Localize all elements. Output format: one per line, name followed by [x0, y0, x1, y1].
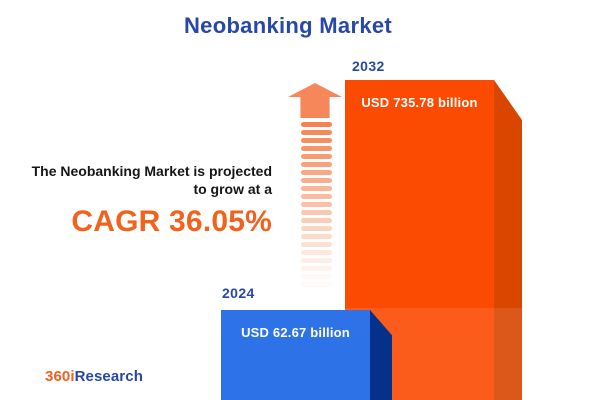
growth-arrow-icon	[288, 83, 342, 118]
bar-2024-side-face	[370, 310, 392, 400]
page-title: Neobanking Market	[183, 13, 393, 38]
growth-arrow-stripes	[301, 122, 332, 290]
intro-text-line1: The Neobanking Market is projected	[31, 163, 272, 179]
brand-logo: 360iResearch	[45, 368, 143, 385]
bar-value-2024: USD 62.67 billion	[241, 325, 350, 340]
brand-logo-prefix: 360i	[45, 368, 75, 385]
bar-2032-side-face	[494, 80, 522, 400]
intro-text: The Neobanking Market is projected to gr…	[0, 162, 272, 239]
cagr-value: CAGR 36.05%	[71, 204, 272, 238]
intro-text-line2: to grow at a	[193, 181, 272, 198]
bar-year-label-2024: 2024	[222, 285, 255, 301]
bar-2024: USD 62.67 billion	[221, 310, 370, 400]
bar-value-2032: USD 735.78 billion	[361, 95, 478, 110]
bar-year-label-2032: 2032	[352, 58, 385, 74]
brand-logo-suffix: Research	[74, 368, 143, 385]
